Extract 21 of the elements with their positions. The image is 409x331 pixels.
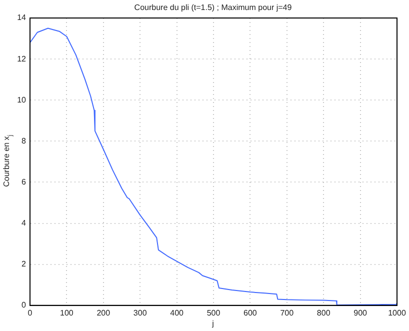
chart-title: Courbure du pli (t=1.5) ; Maximum pour j=49 [133, 3, 293, 12]
y-tick-label: 8 [22, 136, 27, 146]
x-axis-title: j [211, 319, 215, 328]
x-tick-label: 800 [316, 308, 331, 318]
y-tick-label: 0 [22, 300, 27, 310]
x-tick-label: 500 [206, 308, 221, 318]
x-tick-label: 100 [60, 308, 74, 318]
y-tick-label: 10 [17, 95, 27, 104]
x-tick-label: 200 [96, 308, 111, 318]
x-tick-label: 700 [280, 308, 294, 318]
y-tick-label: 4 [22, 218, 27, 228]
y-tick-label: 6 [22, 177, 27, 186]
x-tick-label: 400 [170, 308, 184, 318]
y-tick-label: 14 [17, 13, 27, 22]
x-tick-label: 1000 [388, 308, 406, 318]
x-tick-label: 300 [133, 308, 148, 318]
x-tick-label: 900 [354, 308, 368, 318]
x-tick-label: 0 [28, 308, 33, 318]
y-tick-label: 2 [22, 260, 27, 269]
x-tick-label: 600 [244, 308, 258, 318]
y-tick-label: 12 [17, 54, 27, 64]
